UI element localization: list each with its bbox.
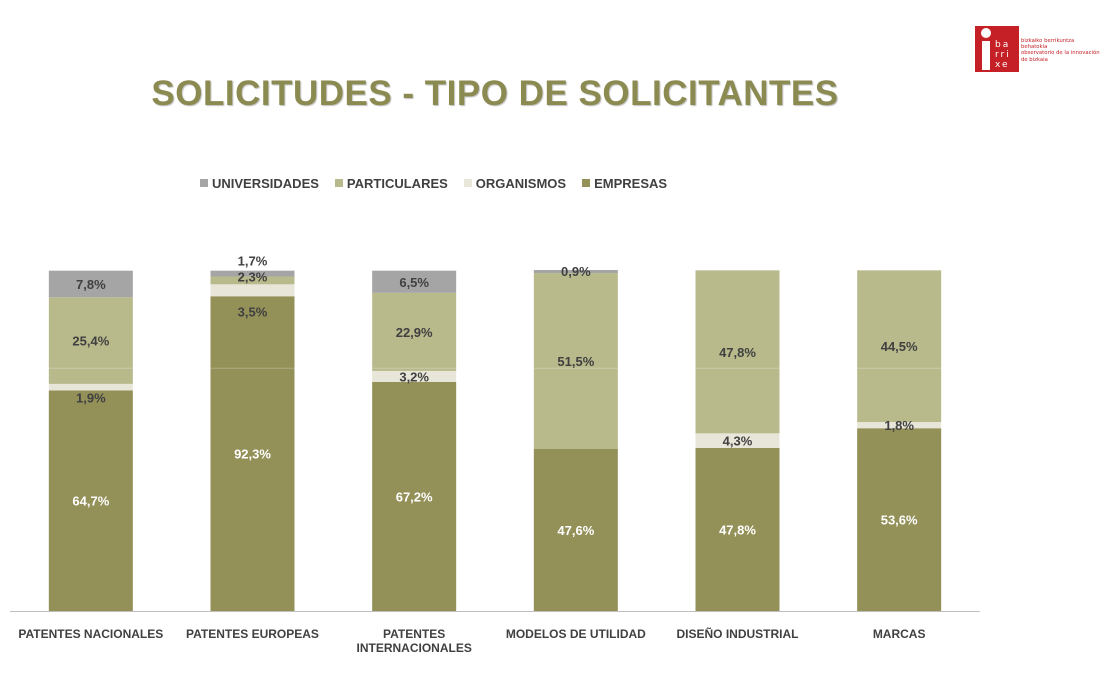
logo-caption-line: de bizkaia: [1021, 56, 1048, 63]
page-title: SOLICITUDES - TIPO DE SOLICITANTES: [151, 74, 839, 113]
data-label: 67,2%: [396, 489, 433, 504]
bar-segment-particulares: [48, 297, 133, 384]
logo-word-line: rri: [995, 50, 1011, 60]
legend-swatch: [582, 179, 591, 187]
logo-mark: ba rri xe: [975, 26, 1019, 72]
bar-segment-empresas: [48, 390, 133, 611]
chart-legend: UNIVERSIDADES PARTICULARES ORGANISMOS EM…: [200, 174, 683, 192]
logo-i-icon: [979, 28, 993, 70]
data-label: 3,2%: [399, 369, 429, 384]
logo-caption-line: behatokia: [1021, 44, 1048, 51]
bar-segment-organismos: [210, 284, 295, 297]
data-label: 6,5%: [399, 275, 429, 290]
data-label: 92,3%: [234, 447, 271, 462]
data-label: 25,4%: [72, 334, 109, 349]
data-label: 1,7%: [238, 254, 268, 269]
data-label: 64,7%: [72, 494, 109, 509]
bar-segment-organismos: [695, 433, 780, 449]
bar-segment-universidades: [210, 270, 295, 277]
bar-segment-particulares: [695, 270, 780, 434]
data-label: 47,8%: [719, 345, 756, 360]
bar-segment-empresas: [857, 428, 942, 611]
bar-segment-empresas: [210, 296, 295, 611]
x-tick-label: PATENTES NACIONALES: [18, 627, 164, 641]
bar-segment-universidades: [372, 270, 457, 293]
legend-item-empresas: EMPRESAS: [582, 176, 667, 191]
data-label: 7,8%: [76, 277, 106, 292]
bar-segment-particulares: [857, 270, 942, 423]
bar-segment-empresas: [533, 448, 618, 611]
bar-segment-empresas: [372, 381, 457, 611]
data-label: 2,3%: [238, 269, 268, 284]
legend-label: PARTICULARES: [346, 175, 448, 191]
data-label: 44,5%: [881, 339, 918, 354]
bar-segment-particulares: [210, 276, 295, 285]
logo-caption-line: bizkaiko berrikuntza: [1021, 38, 1075, 44]
legend-item-organismos: ORGANISMOS: [463, 175, 567, 191]
x-tick-label: PATENTES INTERNACIONALES: [356, 627, 472, 655]
data-label: 0,9%: [561, 264, 591, 279]
x-tick-label: MARCAS: [872, 627, 926, 641]
bar-segment-empresas: [695, 448, 780, 611]
data-label: 53,6%: [881, 513, 918, 528]
bar-segment-particulares: [533, 273, 618, 449]
legend-label: EMPRESAS: [594, 175, 668, 191]
bar-segment-universidades: [48, 270, 133, 298]
logo-caption: bizkaiko berrikuntza behatokia observato…: [1021, 38, 1111, 63]
data-label: 22,9%: [396, 325, 433, 340]
bar-segment-organismos: [857, 422, 942, 429]
legend-item-particulares: PARTICULARES: [334, 175, 448, 191]
barrixe-logo: ba rri xe bizkaiko berrikuntza behatokia…: [975, 26, 1105, 72]
legend-label: UNIVERSIDADES: [212, 175, 319, 191]
x-tick-label: MODELOS DE UTILIDAD: [505, 627, 646, 641]
data-label: 4,3%: [723, 434, 753, 449]
legend-swatch: [334, 179, 343, 187]
data-label: 1,8%: [884, 418, 914, 433]
logo-caption-line: observatorio de la innovación: [1021, 50, 1100, 57]
data-label: 47,6%: [557, 523, 594, 538]
legend-swatch: [463, 179, 472, 187]
data-label: 3,5%: [238, 304, 268, 319]
bar-segment-particulares: [372, 292, 457, 371]
bar-segment-organismos: [48, 383, 133, 391]
data-label: 51,5%: [557, 354, 594, 369]
logo-word-line: ba: [995, 40, 1011, 50]
bar-segment-organismos: [372, 370, 457, 382]
x-tick-label: PATENTES EUROPEAS: [186, 627, 319, 641]
legend-label: ORGANISMOS: [475, 175, 567, 191]
logo-word-line: xe: [995, 60, 1010, 70]
bar-segment-universidades: [533, 270, 618, 274]
data-label: 1,9%: [76, 390, 106, 405]
data-label: 47,8%: [719, 523, 756, 538]
x-tick-label: DISEÑO INDUSTRIAL: [676, 627, 799, 641]
legend-swatch: [200, 179, 208, 187]
legend-item-universidades: UNIVERSIDADES: [200, 176, 319, 191]
